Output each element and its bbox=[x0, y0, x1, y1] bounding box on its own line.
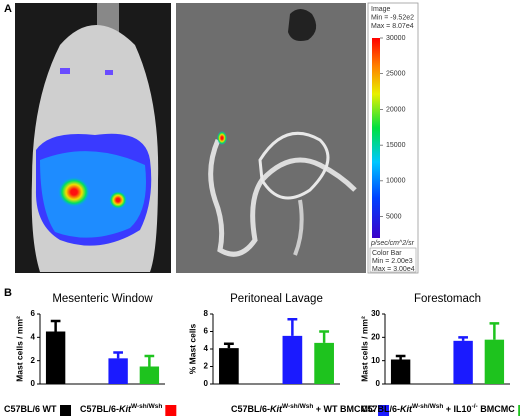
bar bbox=[453, 340, 473, 384]
colorbar-tick-label: 15000 bbox=[386, 142, 406, 149]
y-tick-label: 10 bbox=[371, 356, 380, 365]
legend-text: W-sh/Wsh bbox=[131, 403, 162, 410]
y-axis-label: % Mast cells bbox=[187, 323, 197, 374]
colorbar-header: Image bbox=[371, 6, 391, 13]
y-tick-label: 30 bbox=[371, 309, 380, 318]
legend-label: C57BL/6-KitW-sh/Wsh bbox=[80, 403, 162, 415]
error-bar bbox=[287, 318, 298, 336]
error-bar bbox=[319, 330, 330, 343]
panel-label: B bbox=[4, 287, 12, 299]
colorbar-footer: Min = 2.00e3 bbox=[372, 258, 413, 265]
bar bbox=[484, 339, 505, 384]
mouse-image bbox=[15, 3, 171, 273]
legend-text: Kit bbox=[119, 404, 132, 414]
colorbar-footer: Color Bar bbox=[372, 250, 402, 257]
colorbar-footer: Max = 3.00e4 bbox=[372, 266, 415, 273]
y-axis-label: Mast cells / mm² bbox=[14, 316, 24, 382]
legend-swatch bbox=[60, 405, 72, 416]
legend-label: C57BL/6-KitW-sh/Wsh + IL10-/- BMCMC bbox=[361, 403, 515, 415]
colorbar-tick-label: 10000 bbox=[386, 178, 406, 185]
legend-swatch bbox=[378, 405, 390, 416]
y-tick-label: 20 bbox=[371, 332, 380, 341]
legend-text: W-sh/Wsh bbox=[412, 403, 443, 410]
error-bar bbox=[223, 342, 234, 349]
y-tick-label: 6 bbox=[204, 327, 209, 336]
legend-text: C57BL/6- bbox=[231, 404, 270, 414]
legend-text: C57BL/6- bbox=[361, 404, 400, 414]
y-tick-label: 4 bbox=[204, 344, 209, 353]
y-tick-label: 0 bbox=[376, 379, 381, 388]
bar bbox=[45, 331, 66, 384]
colorbar bbox=[372, 38, 380, 238]
bar bbox=[314, 342, 334, 384]
error-bar bbox=[113, 351, 123, 359]
legend-text: -/- bbox=[472, 403, 478, 410]
legend-text: Kit bbox=[270, 404, 283, 414]
chart-title: Mesenteric Window bbox=[52, 293, 153, 305]
y-tick-label: 2 bbox=[31, 356, 36, 365]
y-tick-label: 8 bbox=[204, 309, 209, 318]
colorbar-unit: p/sec/cm^2/sr bbox=[370, 240, 415, 247]
y-tick-label: 4 bbox=[31, 332, 36, 341]
colorbar-tick-label: 20000 bbox=[386, 106, 406, 113]
y-axis-label: Mast cells / mm² bbox=[359, 316, 369, 382]
legend-swatch bbox=[165, 405, 177, 416]
panel-label: A bbox=[4, 3, 12, 15]
bar bbox=[108, 358, 128, 384]
y-tick-label: 2 bbox=[204, 362, 209, 371]
error-bar bbox=[395, 354, 406, 360]
bar bbox=[139, 366, 160, 384]
legend-label: C57BL/6 WT bbox=[4, 404, 57, 414]
legend-text: W-sh/Wsh bbox=[282, 403, 313, 410]
error-bar bbox=[144, 354, 155, 367]
y-tick-label: 6 bbox=[31, 309, 36, 318]
organ-image bbox=[176, 3, 366, 273]
legend-label: C57BL/6-KitW-sh/Wsh + WT BMCMC bbox=[231, 403, 375, 415]
legend-text: C57BL/6 WT bbox=[4, 404, 57, 414]
colorbar-tick-label: 5000 bbox=[386, 213, 402, 220]
colorbar-tick-label: 25000 bbox=[386, 71, 406, 78]
bar bbox=[390, 359, 411, 384]
legend-text: Kit bbox=[400, 404, 413, 414]
error-bar bbox=[50, 319, 61, 332]
y-tick-label: 0 bbox=[204, 379, 209, 388]
colorbar-box bbox=[369, 247, 417, 273]
legend-swatch bbox=[518, 405, 520, 416]
legend-text: + WT BMCMC bbox=[313, 404, 375, 414]
legend-text: BMCMC bbox=[478, 404, 515, 414]
bar bbox=[282, 335, 303, 384]
bar bbox=[219, 348, 239, 384]
colorbar-header: Max = 8.07e4 bbox=[371, 23, 414, 30]
colorbar-tick-label: 30000 bbox=[386, 35, 406, 42]
y-tick-label: 0 bbox=[31, 379, 36, 388]
colorbar-header: Min = -9.52e2 bbox=[371, 14, 414, 21]
error-bar bbox=[458, 336, 468, 341]
legend-text: C57BL/6- bbox=[80, 404, 119, 414]
chart-title: Peritoneal Lavage bbox=[230, 293, 323, 305]
error-bar bbox=[489, 322, 500, 340]
legend-text: + IL10 bbox=[443, 404, 471, 414]
chart-title: Forestomach bbox=[414, 293, 481, 305]
